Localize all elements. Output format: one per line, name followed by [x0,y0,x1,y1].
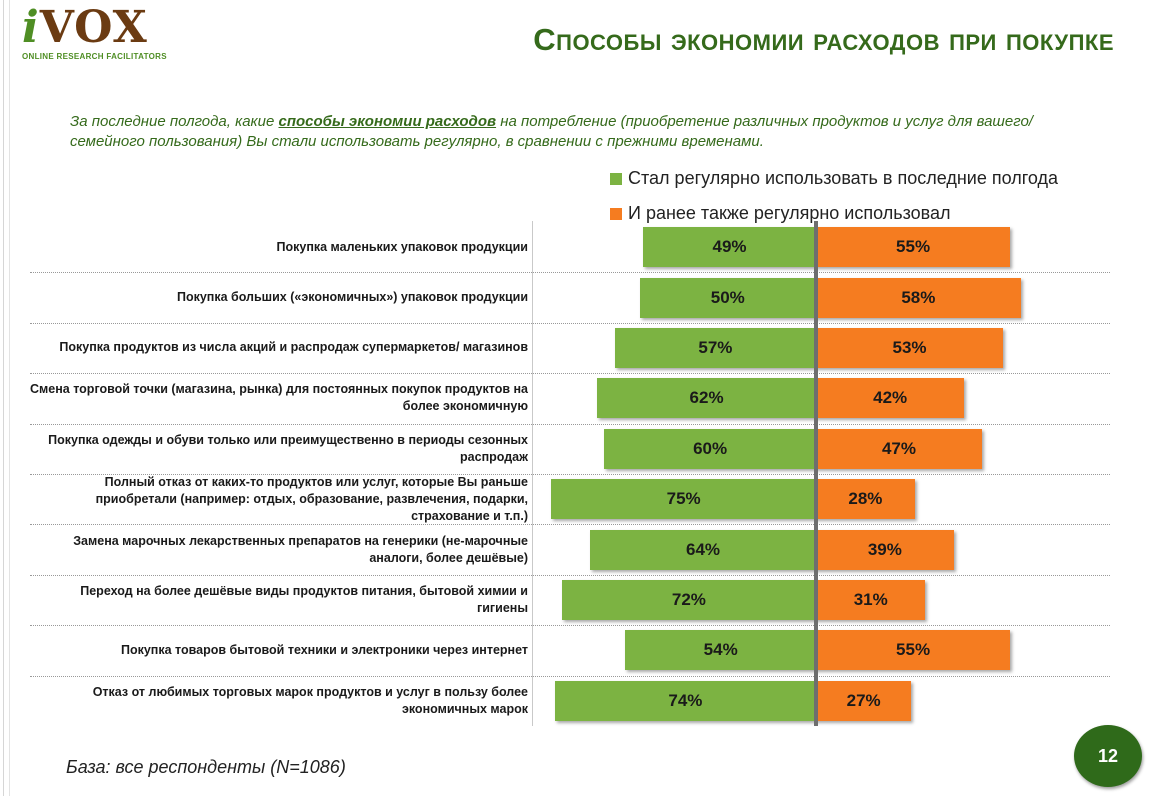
data-label-new: 49% [712,237,747,257]
bar-prior-usage [816,227,1011,268]
legend-swatch-green [610,172,622,185]
bar-new-usage [597,378,816,419]
category-label: Замена марочных лекарственных препаратов… [73,533,528,565]
bar-prior-usage [816,428,982,469]
row-separator [30,474,1110,475]
legend-label-new: Стал регулярно использовать в последние … [628,168,1059,188]
legend-swatch-orange [610,207,622,220]
bar-new-usage [551,479,816,520]
bar-prior-usage [816,328,1004,368]
data-label-new: 54% [703,640,738,660]
data-label-prior: 58% [901,287,936,307]
data-label-new: 62% [689,388,724,408]
bar-prior-usage [816,479,915,520]
row-separator [30,524,1110,526]
legend-label-before: И ранее также регулярно использовал [628,203,951,223]
data-label-prior: 55% [896,640,931,660]
bar-prior-usage [816,630,1011,671]
data-label-new: 74% [668,690,703,710]
data-label-prior: 42% [873,388,908,408]
data-label-prior: 53% [892,338,927,357]
data-label-new: 57% [698,338,733,357]
data-label-prior: 47% [881,438,916,458]
data-label-new: 64% [686,539,721,559]
data-label-prior: 28% [848,489,883,509]
ivox-logo: iVOX ONLINE RESEARCH FACILITATORS [22,6,172,66]
question-text-start: За последние полгода, какие [70,113,279,130]
logo-tagline: ONLINE RESEARCH FACILITATORS [22,52,167,61]
data-label-prior: 31% [853,590,888,609]
data-label-prior: 39% [867,539,902,559]
bar-new-usage [590,529,816,570]
bar-new-usage [643,227,816,268]
legend-item-new: Стал регулярно использовать в последние … [610,161,1058,196]
data-label-new: 72% [671,590,706,609]
decorative-left-line [9,0,10,796]
category-label: Отказ от любимых торговых марок продукто… [92,684,528,716]
category-label: Полный отказ от каких-то продуктов или у… [95,474,528,523]
data-label-prior: 55% [896,237,931,257]
category-label: Покупка одежды и обуви только или преиму… [48,432,528,464]
category-label: Смена торговой точки (магазина, рынка) д… [30,382,528,414]
row-separator [30,625,1110,627]
decorative-left-line [3,0,4,796]
bar-prior-usage [816,580,926,620]
page-number-badge: 12 [1074,725,1142,787]
data-label-new: 50% [710,287,745,307]
center-axis-line [814,221,818,726]
data-label-prior: 27% [846,690,881,710]
bar-prior-usage [816,680,912,721]
survey-question: За последние полгода, какие способы экон… [70,112,1050,152]
category-label: Покупка продуктов из числа акций и распр… [59,340,528,355]
bar-new-usage [604,428,816,469]
row-separator [30,322,1110,324]
data-label-new: 75% [666,489,701,509]
question-emphasis: способы экономии расходов [278,113,497,130]
chart-legend: Стал регулярно использовать в последние … [610,161,1058,231]
bar-new-usage [625,630,816,671]
logo-wordmark: iVOX [22,2,148,53]
category-label: Покупка маленьких упаковок продукции [276,239,529,254]
bar-prior-usage [816,277,1021,318]
row-separator [30,373,1110,375]
base-note: База: все респонденты (N=1086) [66,757,346,777]
page-title: Способы экономии расходов при покупке [533,22,1114,57]
bar-new-usage [561,580,816,620]
category-label: Покупка товаров бытовой техники и электр… [120,642,528,657]
bar-new-usage [639,277,816,318]
row-separator [30,574,1110,576]
question-text-end: на потребление (приобретение различных п… [70,113,1033,150]
category-label: Покупка больших («экономичных») упаковок… [176,290,528,305]
data-label-new: 60% [693,438,728,458]
bar-new-usage [554,680,816,721]
legend-item-before: И ранее также регулярно использовал [610,196,1058,231]
bar-prior-usage [816,529,954,570]
bar-new-usage [614,328,816,368]
row-separator [30,272,1110,274]
label-axis-line [532,221,533,726]
category-label: Переход на более дешёвые виды продуктов … [80,583,528,615]
row-separator [30,423,1110,425]
bar-prior-usage [816,378,965,419]
row-separator [30,675,1110,677]
